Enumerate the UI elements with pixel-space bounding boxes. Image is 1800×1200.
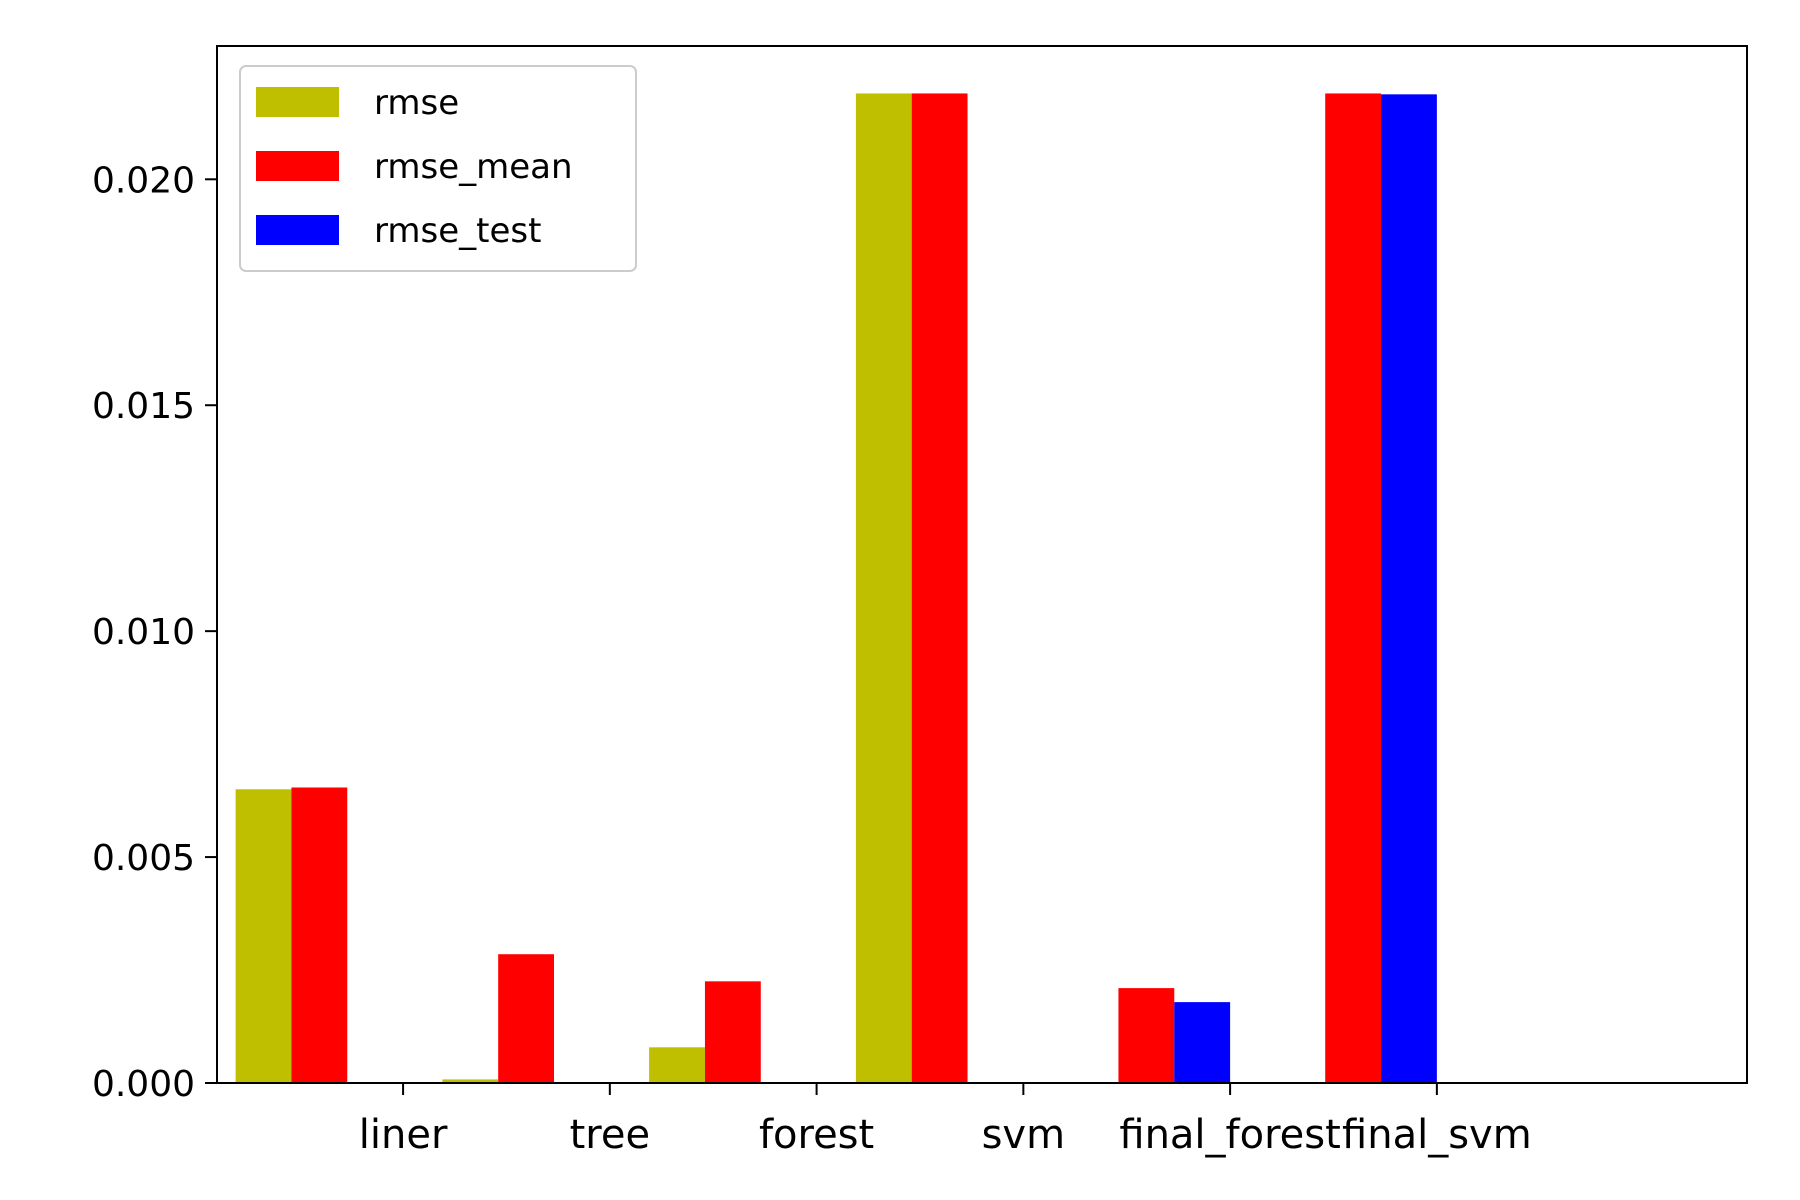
x-tick-label: forest (759, 1112, 874, 1158)
bar-rmse_mean-tree (498, 954, 555, 1083)
bar-rmse-forest (649, 1047, 705, 1083)
x-tick-label: tree (570, 1112, 650, 1158)
plot-frame (216, 45, 1748, 1084)
legend: rmse rmse_mean rmse_test (239, 65, 637, 272)
x-tick-label: final_svm (1342, 1112, 1532, 1158)
bar-rmse_mean-final_forest (1118, 988, 1175, 1083)
x-tick-label: svm (982, 1112, 1065, 1158)
y-axis: 0.000 0.005 0.010 0.015 0.020 (92, 160, 217, 1105)
bar-rmse_mean-final_svm (1325, 93, 1382, 1083)
bars-layer (235, 93, 1437, 1083)
bar-rmse-svm (855, 93, 912, 1083)
y-tick-label: 0.000 (92, 1064, 195, 1105)
bar-rmse_test-final_svm (1381, 94, 1437, 1083)
bar-rmse_test-final_forest (1174, 1002, 1231, 1083)
legend-label-rmse_test: rmse_test (374, 211, 541, 251)
bar-rmse_mean-forest (704, 981, 761, 1083)
legend-swatch-rmse_test (256, 215, 339, 245)
bar-rmse-liner (235, 789, 292, 1083)
bar-rmse_mean-svm (911, 93, 968, 1083)
bar-rmse_mean-liner (291, 787, 348, 1083)
y-tick-label: 0.015 (92, 386, 195, 427)
legend-label-rmse: rmse (374, 83, 459, 123)
x-tick-label: liner (359, 1112, 448, 1158)
legend-label-rmse_mean: rmse_mean (374, 147, 573, 187)
legend-swatch-rmse_mean (256, 151, 339, 181)
y-tick-label: 0.020 (92, 160, 195, 201)
y-tick-label: 0.010 (92, 612, 195, 653)
x-axis: liner tree forest svm final_forest final_svm (359, 1083, 1532, 1158)
y-tick-label: 0.005 (92, 838, 195, 879)
x-tick-label: final_forest (1119, 1112, 1340, 1158)
legend-swatch-rmse (256, 87, 339, 117)
bar-rmse-tree (442, 1079, 499, 1083)
